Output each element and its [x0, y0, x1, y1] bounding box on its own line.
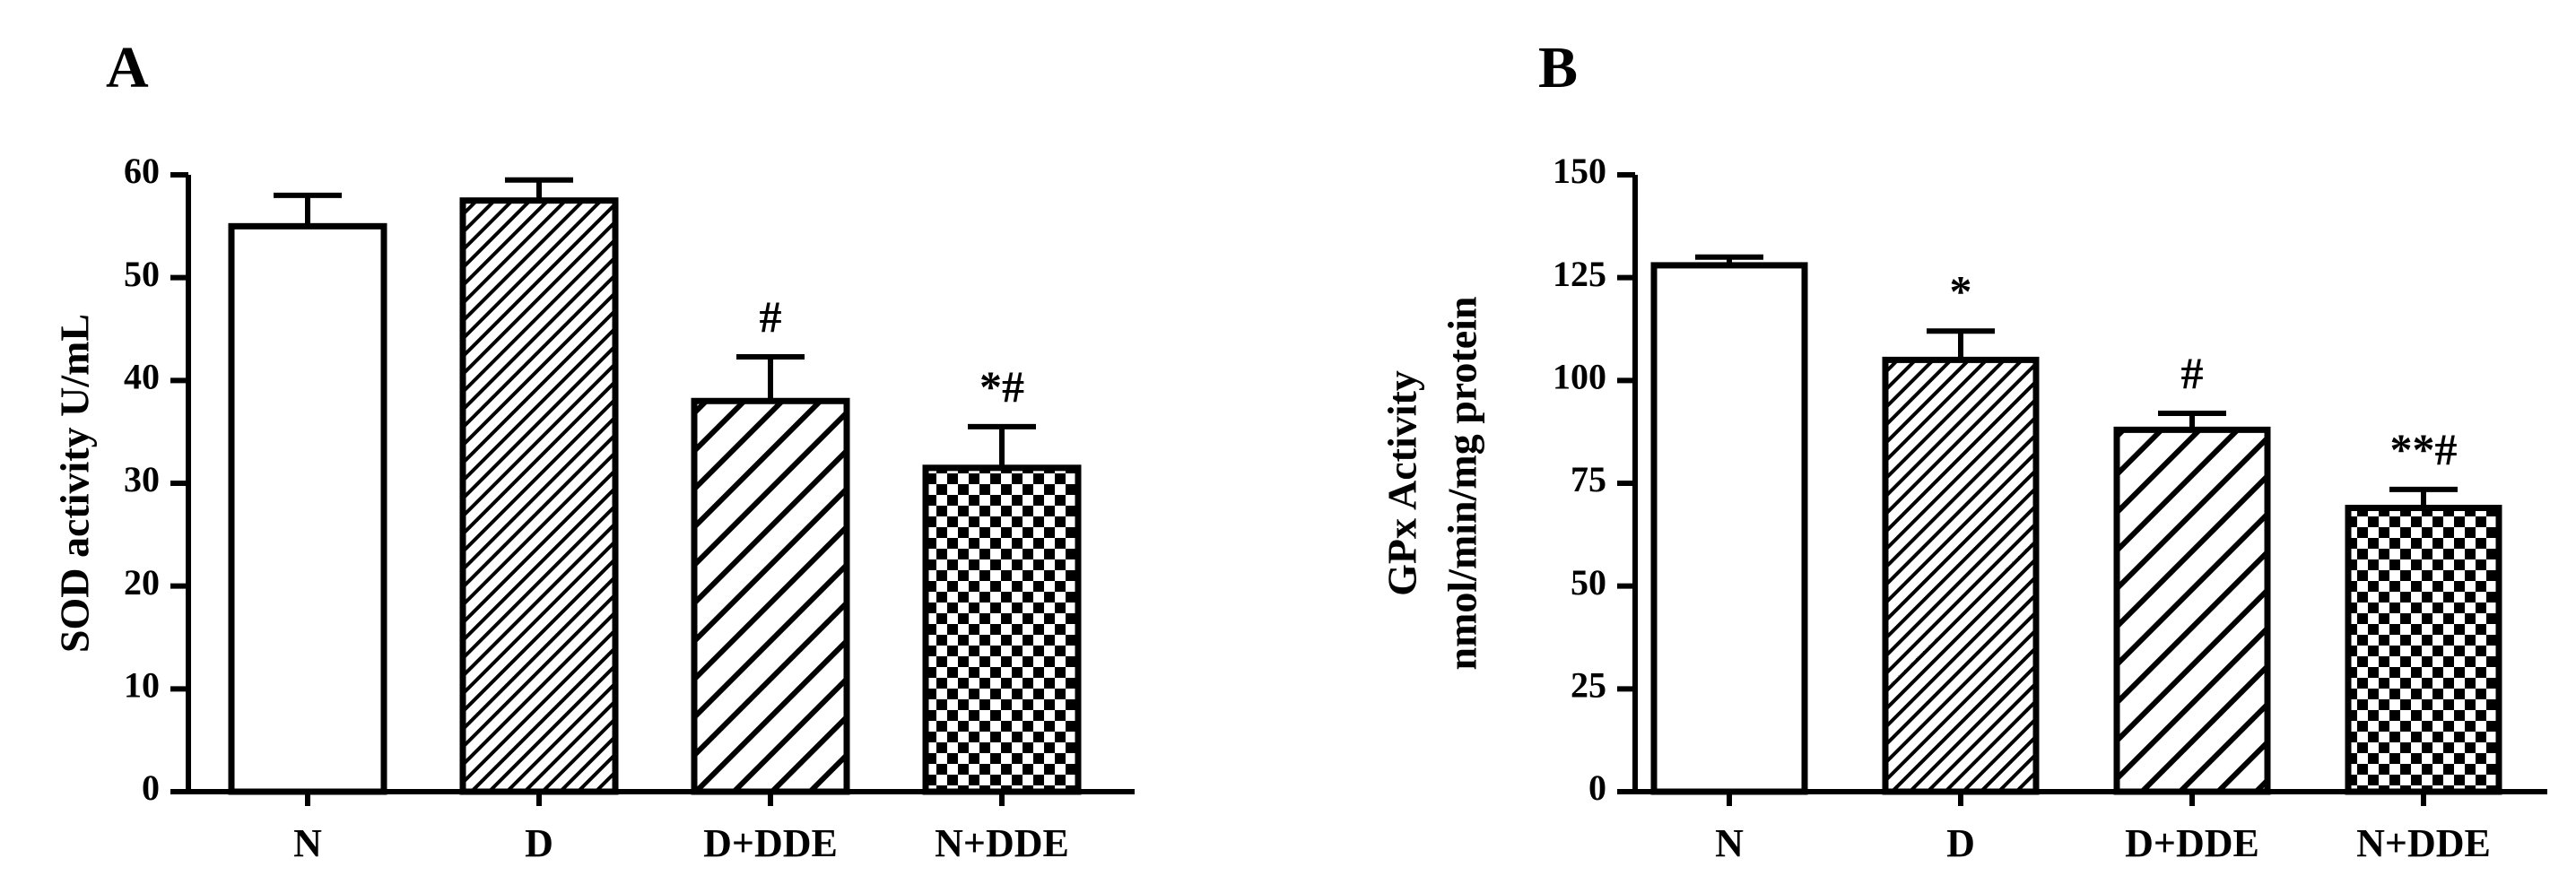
panel-b-y-tick-label-5: 125: [1553, 254, 1606, 294]
panel-b-bar-d: [1882, 356, 2040, 795]
panel-a-bar-d-dde: [691, 397, 850, 795]
panel-b-x-tick-label-2: D+DDE: [2125, 821, 2259, 865]
panel-b-bar-d-dde: [2113, 426, 2271, 795]
panel-b-bar-n-dde: [2345, 505, 2502, 795]
panel-b-label: B: [1538, 35, 1578, 100]
panel-a-y-tick-label-3: 30: [124, 459, 160, 499]
panel-a-plot: N D # D+DDE *# N+DDE 0 10 20 30 40 50 60: [124, 151, 1135, 865]
panel-a-y-tick-label-2: 20: [124, 562, 160, 603]
panel-b-plot: N * D # D+DDE **# N+DDE 0 25 50 75 100 125 150: [1553, 151, 2547, 865]
panel-a-y-tick-label-1: 10: [124, 665, 160, 706]
panel-b-annotation-1: *: [1950, 265, 1972, 316]
panel-a-x-tick-label-3: N+DDE: [935, 821, 1069, 865]
panel-b-y-tick-label-2: 50: [1571, 562, 1606, 603]
panel-b-y-tick-label-1: 25: [1571, 665, 1606, 706]
panel-a-x-tick-label-1: D: [525, 821, 553, 865]
panel-b-x-tick-label-3: N+DDE: [2356, 821, 2491, 865]
panel-b-y-axis-title-line-1: nmol/min/mg protein: [1440, 296, 1485, 670]
panel-b-y-tick-label-3: 75: [1571, 459, 1606, 499]
panel-a-annotation-2: #: [760, 291, 782, 342]
panel-a-bar-d: [459, 197, 619, 795]
panel-a-y-tick-label-6: 60: [124, 151, 160, 191]
panel-a-x-tick-label-2: D+DDE: [703, 821, 838, 865]
panel-a-annotation-3: *#: [979, 361, 1024, 412]
panel-a: A SOD activity U/mL N D # D+DDE *# N+DDE 0 10 20…: [52, 35, 1135, 865]
panel-b-bar-n: [1650, 262, 1808, 795]
panel-a-label: A: [106, 35, 149, 100]
panel-b-annotation-3: **#: [2390, 424, 2458, 474]
panel-a-y-axis-title: SOD activity U/mL: [52, 314, 98, 653]
panel-b-annotation-2: #: [2181, 348, 2204, 398]
panel-a-y-axis-title-line-0: SOD activity U/mL: [52, 314, 98, 653]
panel-b-y-axis-title-line-0: GPx Activity: [1379, 370, 1425, 596]
panel-a-bar-n-dde: [922, 464, 1082, 795]
panel-a-bar-n: [228, 222, 387, 795]
panel-a-y-tick-label-0: 0: [142, 767, 160, 808]
panel-b-y-tick-label-4: 100: [1553, 357, 1606, 397]
panel-b-y-tick-label-0: 0: [1588, 767, 1606, 808]
panel-a-y-tick-label-4: 40: [124, 357, 160, 397]
panel-b-y-tick-label-6: 150: [1553, 151, 1606, 191]
panel-b-x-tick-label-1: D: [1946, 821, 1975, 865]
panel-b: B GPx Activity nmol/min/mg protein N * D # D+…: [1379, 35, 2547, 865]
panel-a-x-tick-label-0: N: [293, 821, 322, 865]
panel-b-x-tick-label-0: N: [1715, 821, 1744, 865]
panel-b-y-axis-title: GPx Activity nmol/min/mg protein: [1379, 296, 1485, 670]
panel-a-y-tick-label-5: 50: [124, 254, 160, 294]
